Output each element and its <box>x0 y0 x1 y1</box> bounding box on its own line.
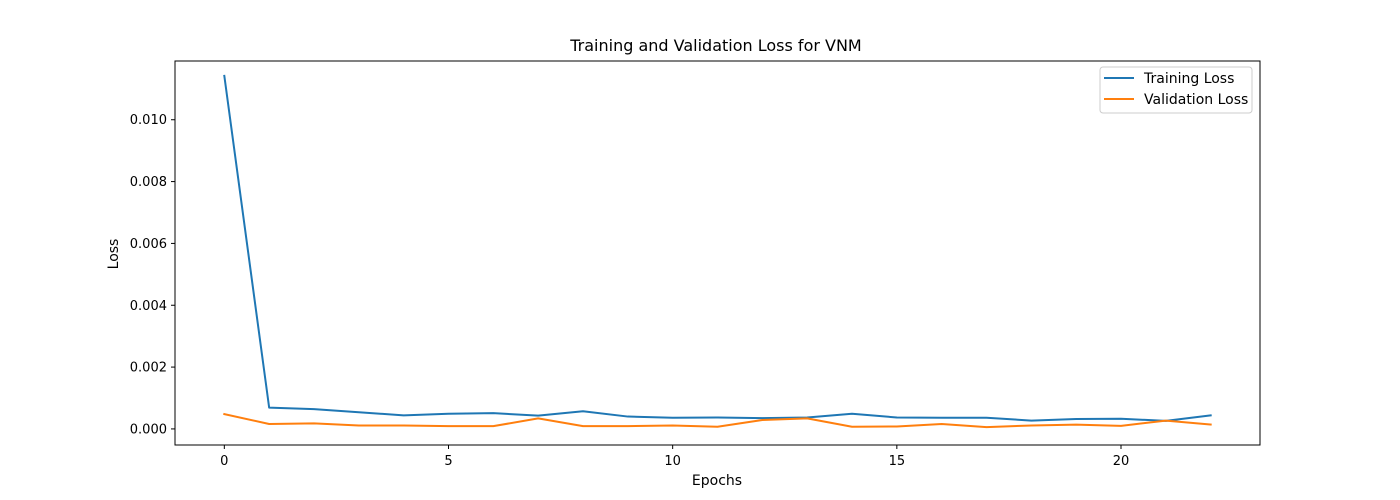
chart-title: Training and Validation Loss for VNM <box>569 36 861 55</box>
x-tick-label: 5 <box>444 454 452 469</box>
series-line-training-loss <box>223 74 1212 422</box>
y-tick-label: 0.002 <box>130 361 167 376</box>
y-axis-label: Loss <box>106 239 122 270</box>
x-axis-label: Epochs <box>692 473 742 489</box>
y-tick-label: 0.010 <box>130 113 167 128</box>
legend-frame <box>1099 66 1253 114</box>
x-axis: 0 5 10 15 20 <box>220 445 1129 469</box>
x-tick-label: 15 <box>889 454 906 469</box>
y-axis: 0.000 0.002 0.004 0.006 0.008 0.010 <box>130 113 175 437</box>
y-tick-label: 0.006 <box>130 237 167 252</box>
y-tick-label: 0.000 <box>130 422 167 437</box>
plot-area <box>223 74 1212 429</box>
x-tick-label: 20 <box>1113 454 1130 469</box>
x-tick-label: 0 <box>220 454 228 469</box>
x-tick-label: 10 <box>664 454 681 469</box>
legend: Training Loss Validation Loss <box>1099 66 1253 114</box>
y-tick-label: 0.008 <box>130 175 167 190</box>
series-line-validation-loss <box>223 412 1212 429</box>
legend-label-validation: Validation Loss <box>1144 92 1248 108</box>
plot-frame <box>174 60 1261 446</box>
y-tick-label: 0.004 <box>130 299 167 314</box>
legend-label-training: Training Loss <box>1143 71 1234 87</box>
